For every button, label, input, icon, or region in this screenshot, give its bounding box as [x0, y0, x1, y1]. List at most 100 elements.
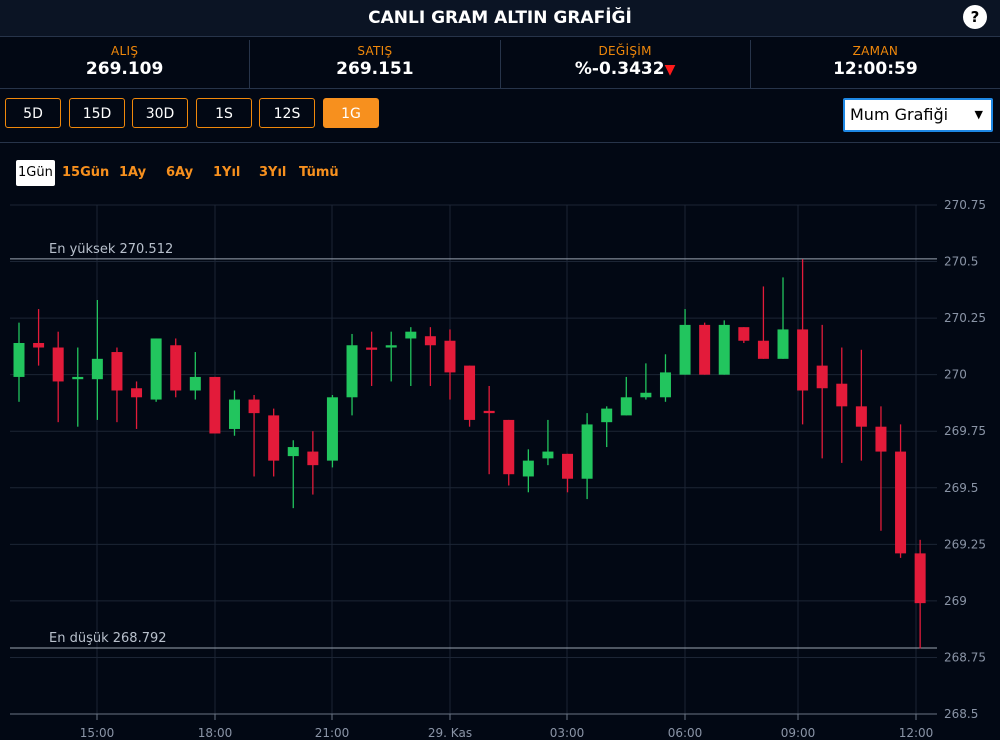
page-title: CANLI GRAM ALTIN GRAFİĞİ: [368, 8, 632, 28]
y-tick-label: 270.75: [944, 198, 986, 212]
y-tick-label: 270.5: [944, 255, 978, 269]
stat-alis-value: 269.109: [85, 59, 164, 79]
candle-body: [287, 447, 299, 457]
y-tick-label: 270: [944, 368, 967, 382]
range-button-1ay[interactable]: 1Ay: [119, 165, 147, 180]
period-button-12s[interactable]: 12S: [259, 98, 315, 128]
x-tick-label: 06:00: [668, 726, 703, 740]
y-tick-label: 268.5: [944, 707, 978, 721]
candle-body: [346, 345, 358, 398]
candle-body: [797, 329, 809, 391]
candle-body: [405, 331, 417, 339]
candle-body: [718, 324, 730, 375]
candle-body: [503, 419, 515, 475]
period-button-30d[interactable]: 30D: [132, 98, 188, 128]
period-button-1s[interactable]: 1S: [196, 98, 252, 128]
y-tick-label: 269.75: [944, 424, 986, 438]
range-button-1gun[interactable]: 1Gün: [16, 160, 55, 186]
down-arrow-icon: ▼: [664, 62, 676, 78]
candle-body: [170, 345, 182, 391]
x-tick-label: 29. Kas: [428, 726, 472, 740]
range-button-1yil[interactable]: 1Yıl: [213, 165, 241, 180]
x-tick-label: 12:00: [899, 726, 934, 740]
chart-type-select[interactable]: Mum Grafiği ▼: [843, 98, 993, 132]
x-tick-label: 09:00: [781, 726, 816, 740]
candle-body: [13, 342, 25, 377]
candle-body: [209, 376, 221, 434]
range-button-3yil[interactable]: 3Yıl: [259, 165, 287, 180]
help-button[interactable]: ?: [963, 5, 987, 29]
candle-body: [855, 406, 867, 427]
candle-body: [91, 358, 103, 380]
range-button-15gun[interactable]: 15Gün: [62, 165, 110, 180]
period-button-15d[interactable]: 15D: [69, 98, 125, 128]
stat-satis: SATIŞ 269.151: [250, 40, 501, 88]
candle-body: [581, 424, 593, 479]
range-button-6ay[interactable]: 6Ay: [166, 165, 194, 180]
chart-type-selected: Mum Grafiği: [850, 105, 949, 124]
candle-body: [620, 397, 632, 416]
candle-body: [562, 453, 574, 479]
candle-body: [914, 553, 926, 604]
candle-body: [72, 376, 84, 380]
candle-body: [816, 365, 828, 389]
stat-degisim-value: %-0.3432: [574, 59, 665, 79]
candle-body: [757, 340, 769, 359]
candle-body: [679, 324, 691, 375]
candle-body: [875, 426, 887, 452]
candle-body: [464, 365, 476, 420]
stat-zaman: ZAMAN 12:00:59: [751, 40, 1000, 88]
candle-body: [111, 352, 123, 391]
candle-body: [424, 336, 436, 346]
period-button-5d[interactable]: 5D: [5, 98, 61, 128]
candle-body: [228, 399, 240, 429]
stat-zaman-label: ZAMAN: [852, 44, 899, 58]
stat-satis-label: SATIŞ: [357, 44, 393, 58]
range-button-tumu[interactable]: Tümü: [299, 165, 339, 180]
stat-zaman-value: 12:00:59: [833, 59, 918, 79]
candle-body: [52, 347, 64, 382]
candle-body: [895, 451, 907, 554]
candle-body: [131, 388, 143, 398]
candle-body: [640, 392, 652, 398]
stat-degisim-label: DEĞİŞİM: [598, 44, 652, 58]
candle-body: [777, 329, 789, 359]
price-stats-bar: ALIŞ 269.109 SATIŞ 269.151 DEĞİŞİM %-0.3…: [0, 40, 1000, 89]
candle-body: [385, 345, 397, 348]
stat-satis-value: 269.151: [336, 59, 414, 79]
y-tick-label: 268.75: [944, 650, 986, 664]
low-line-label: En düşük 268.792: [49, 631, 167, 646]
candle-body: [836, 383, 848, 407]
x-tick-label: 21:00: [315, 726, 350, 740]
y-tick-label: 269.25: [944, 537, 986, 551]
header-bar: CANLI GRAM ALTIN GRAFİĞİ ?: [0, 0, 1000, 37]
stat-alis: ALIŞ 269.109: [0, 40, 251, 88]
stat-degisim-row: %-0.3432▼: [501, 59, 750, 79]
candle-body: [659, 372, 671, 398]
candle-body: [268, 415, 280, 461]
candle-body: [150, 338, 162, 400]
chart-toolbar: 5D 15D 30D 1S 12S 1G Mum Grafiği ▼: [0, 90, 1000, 143]
x-tick-label: 03:00: [550, 726, 585, 740]
candle-body: [248, 399, 260, 414]
x-tick-label: 15:00: [80, 726, 115, 740]
candle-body: [444, 340, 456, 373]
candle-body: [483, 410, 495, 414]
y-tick-label: 270.25: [944, 311, 986, 325]
period-button-1g[interactable]: 1G: [323, 98, 379, 128]
candle-body: [307, 451, 319, 466]
candle-body: [33, 342, 45, 348]
x-tick-label: 18:00: [198, 726, 233, 740]
y-tick-label: 269: [944, 594, 967, 608]
dropdown-arrow-icon: ▼: [974, 108, 983, 121]
range-selector: 1Gün 15Gün 1Ay 6Ay 1Yıl 3Yıl Tümü: [0, 160, 600, 188]
candle-body: [601, 408, 613, 423]
candlestick-chart: 270.75 270.5 270.25 270 269.75 269.5 269.25 269…: [10, 198, 986, 740]
candle-body: [522, 460, 534, 477]
candle-body: [699, 324, 711, 375]
candle-body: [189, 376, 201, 391]
candle-body: [542, 451, 554, 459]
stat-degisim: DEĞİŞİM %-0.3432▼: [501, 40, 751, 88]
candle-body: [326, 397, 338, 461]
candle-body: [366, 347, 378, 350]
